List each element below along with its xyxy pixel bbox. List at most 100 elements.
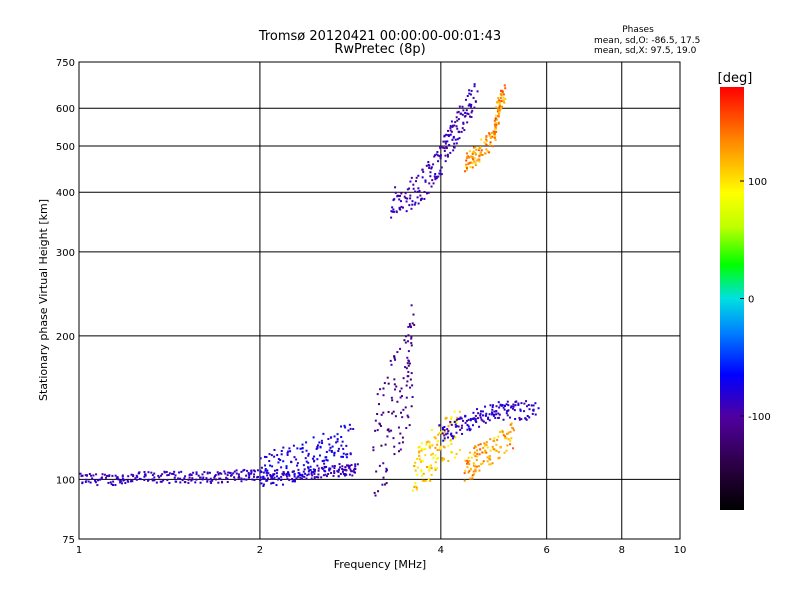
data-point [394, 358, 397, 361]
data-point [412, 313, 415, 316]
data-point [502, 93, 505, 96]
data-point [276, 454, 279, 457]
data-point [451, 138, 454, 141]
data-point [468, 156, 471, 159]
data-point [463, 472, 466, 475]
data-point [384, 483, 387, 486]
data-point [469, 104, 472, 107]
data-point [295, 477, 298, 480]
data-point [380, 413, 383, 416]
data-point [301, 447, 304, 450]
data-point [454, 435, 457, 438]
data-point [292, 444, 295, 447]
data-point [504, 437, 507, 440]
data-point [465, 462, 468, 465]
data-point [338, 463, 341, 466]
data-point [492, 404, 495, 407]
data-point [202, 476, 205, 479]
data-point [405, 367, 408, 370]
data-point [498, 413, 501, 416]
data-point [468, 92, 471, 95]
data-point [307, 452, 310, 455]
data-point [188, 476, 191, 479]
data-point [226, 477, 229, 480]
data-point [232, 472, 235, 475]
data-point [306, 466, 309, 469]
data-point [398, 194, 401, 197]
data-point [121, 478, 124, 481]
data-point [472, 158, 475, 161]
data-point [472, 453, 475, 456]
data-point [354, 468, 357, 471]
data-point [501, 430, 504, 433]
data-point [210, 481, 213, 484]
data-point [497, 401, 500, 404]
data-point [159, 474, 162, 477]
data-point [488, 413, 491, 416]
data-point [327, 472, 330, 475]
data-point [178, 471, 181, 474]
data-point [240, 477, 243, 480]
data-point [353, 471, 356, 474]
data-point [495, 449, 498, 452]
data-point [506, 432, 509, 435]
data-point [296, 462, 299, 465]
data-point [497, 435, 500, 438]
data-point [287, 471, 290, 474]
data-point [487, 417, 490, 420]
data-point [442, 428, 445, 431]
data-point [147, 471, 150, 474]
data-point [317, 476, 320, 479]
data-point [259, 457, 262, 460]
data-point [434, 468, 437, 471]
data-point [143, 479, 146, 482]
data-point [494, 416, 497, 419]
data-point [470, 467, 473, 470]
data-point [452, 149, 455, 152]
data-point [485, 143, 488, 146]
data-point [464, 459, 467, 462]
data-point [299, 447, 302, 450]
data-point [509, 423, 512, 426]
data-point [114, 484, 117, 487]
data-point [534, 413, 537, 416]
data-point [130, 479, 133, 482]
data-point [526, 405, 529, 408]
data-point [344, 468, 347, 471]
data-point [333, 454, 336, 457]
data-point [399, 396, 402, 399]
data-point [415, 176, 418, 179]
data-point [313, 470, 316, 473]
data-point [493, 136, 496, 139]
data-point [434, 461, 437, 464]
data-point [419, 194, 422, 197]
data-point [471, 151, 474, 154]
data-point [285, 475, 288, 478]
data-point [273, 476, 276, 479]
data-point [94, 479, 97, 482]
data-point [510, 405, 513, 408]
data-point [420, 470, 423, 473]
data-point [267, 472, 270, 475]
data-point [206, 472, 209, 475]
data-point [411, 489, 414, 492]
data-point [406, 340, 409, 343]
data-point [96, 484, 99, 487]
data-point [486, 150, 489, 153]
data-point [316, 445, 319, 448]
data-point [473, 473, 476, 476]
data-point [300, 474, 303, 477]
data-point [276, 478, 279, 481]
data-point [428, 469, 431, 472]
data-point [527, 403, 530, 406]
data-point [499, 105, 502, 108]
data-point [462, 122, 465, 125]
data-point [419, 199, 422, 202]
data-point [408, 323, 411, 326]
data-point [260, 470, 263, 473]
data-point [345, 469, 348, 472]
data-point [430, 167, 433, 170]
data-point [410, 176, 413, 179]
data-points [79, 83, 540, 497]
data-point [464, 170, 467, 173]
